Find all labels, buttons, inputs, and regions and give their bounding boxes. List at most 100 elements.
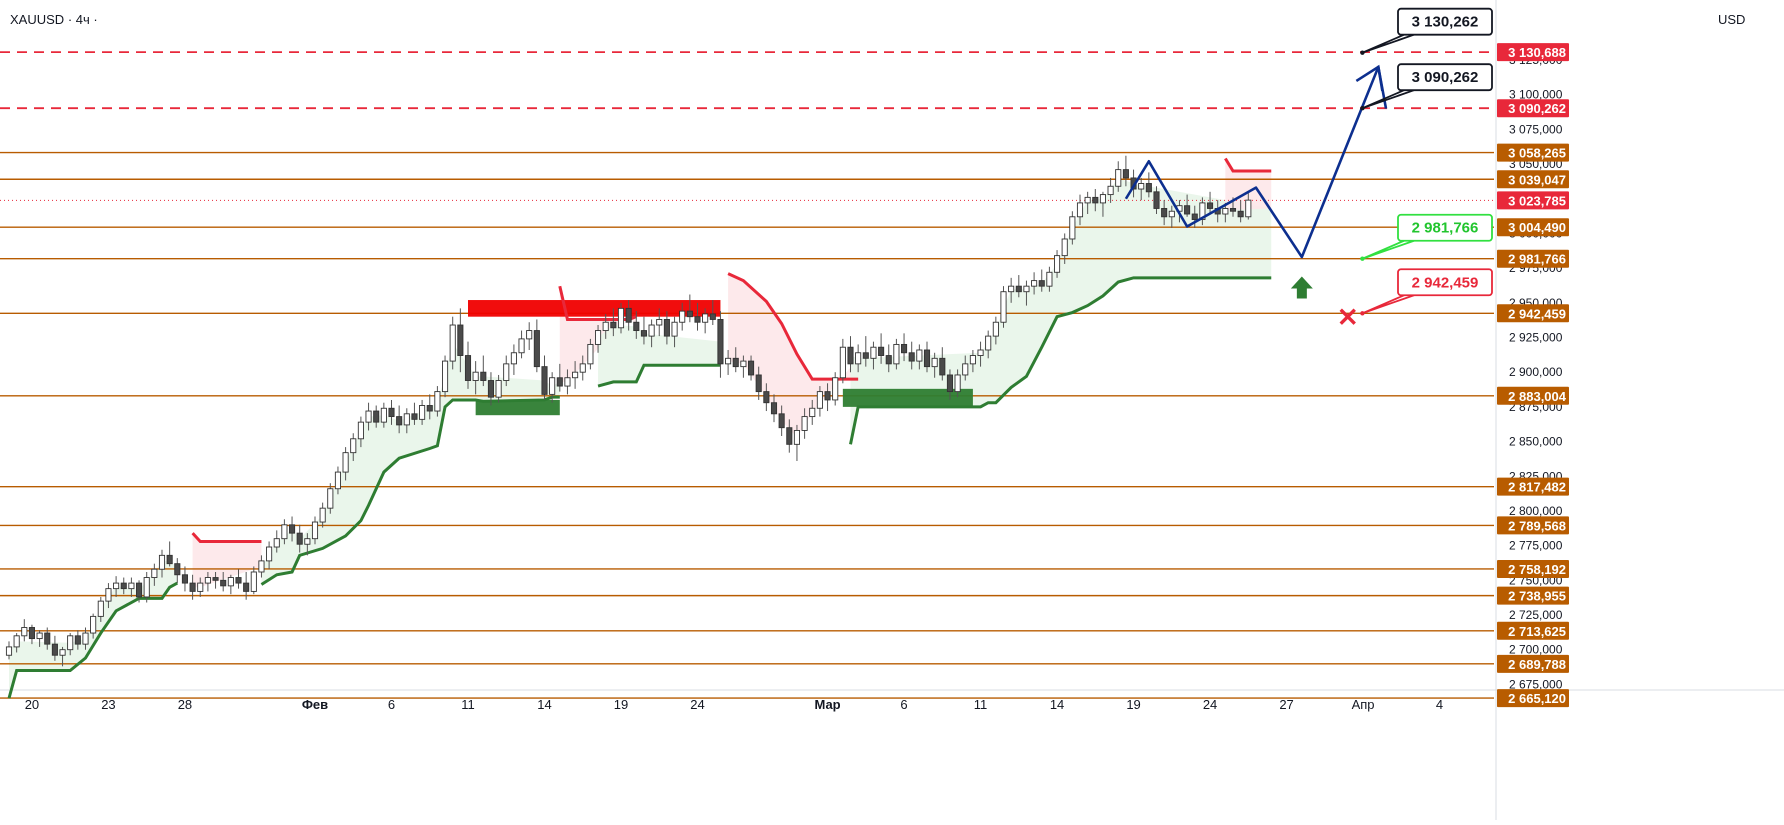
candle-9 xyxy=(74,630,81,650)
candle-body-117 xyxy=(901,343,908,354)
level-label-11: 2 689,788 xyxy=(1508,657,1566,672)
callout-box-0 xyxy=(1397,7,1493,36)
candle-1 xyxy=(13,633,20,653)
candle-49 xyxy=(380,402,387,428)
candle-body-126 xyxy=(969,355,976,365)
candle-54 xyxy=(419,399,426,425)
candle-body-30 xyxy=(235,577,242,584)
date-tick-14: 24 xyxy=(1203,697,1217,712)
candle-body-99 xyxy=(763,391,770,404)
candle-body-140 xyxy=(1076,202,1084,218)
candle-154 xyxy=(1184,194,1191,217)
candle-body-46 xyxy=(357,421,364,440)
candle-body-90 xyxy=(694,316,701,323)
supertrend-line-1 xyxy=(191,532,262,543)
candle-149 xyxy=(1145,172,1152,198)
timeframe-label[interactable]: 4ч xyxy=(75,12,90,27)
candle-40 xyxy=(311,516,319,545)
callout-3: 2 942,459 xyxy=(1360,268,1493,316)
candle-45 xyxy=(350,433,357,461)
level-label-2: 3 004,490 xyxy=(1508,220,1566,235)
currency-label[interactable]: USD xyxy=(1718,12,1746,27)
candle-137 xyxy=(1053,250,1061,278)
date-tick-5: 11 xyxy=(461,697,475,712)
candle-23 xyxy=(181,566,189,592)
candle-47 xyxy=(365,402,372,431)
candle-107 xyxy=(824,383,831,412)
level-label-10: 2 713,625 xyxy=(1508,624,1566,639)
candle-26 xyxy=(204,571,211,592)
candle-13 xyxy=(105,583,112,609)
candle-body-42 xyxy=(327,488,334,509)
candle-body-62 xyxy=(480,371,487,381)
candle-body-74 xyxy=(572,371,579,379)
candle-body-57 xyxy=(442,360,449,393)
candle-129 xyxy=(992,316,999,345)
candle-body-38 xyxy=(296,532,303,545)
callout-pointer-0 xyxy=(1362,33,1415,54)
candle-8 xyxy=(67,633,74,656)
candle-body-43 xyxy=(334,471,342,490)
candle-body-51 xyxy=(396,416,403,426)
level-label-8: 2 758,192 xyxy=(1508,562,1566,577)
supertrend-fill-5 xyxy=(728,273,859,438)
candle-115 xyxy=(885,344,892,373)
price-tick-1: 2 700,000 xyxy=(1509,643,1563,657)
supertrend-fill-1 xyxy=(192,533,262,588)
candle-109 xyxy=(839,338,846,384)
candle-25 xyxy=(197,577,204,597)
candle-15 xyxy=(120,577,127,595)
callout-box-2 xyxy=(1397,213,1493,242)
candle-body-65 xyxy=(503,363,510,381)
candle-111 xyxy=(855,344,862,373)
callout-dot-3 xyxy=(1360,311,1365,316)
candle-body-5 xyxy=(44,632,51,645)
price-tick-2: 2 725,000 xyxy=(1509,608,1563,622)
date-tick-3: Фев xyxy=(302,697,328,712)
level-label-0: 3 058,265 xyxy=(1508,146,1566,161)
candle-body-59 xyxy=(457,324,464,356)
candle-body-83 xyxy=(640,330,647,337)
callout-dot-0 xyxy=(1360,50,1365,55)
candle-85 xyxy=(656,308,663,337)
candle-128 xyxy=(985,330,992,359)
supertrend-fill-layer xyxy=(9,158,1272,699)
candle-body-50 xyxy=(388,407,395,418)
candle-body-156 xyxy=(1199,202,1206,221)
candle-141 xyxy=(1084,191,1091,215)
candle-body-56 xyxy=(434,391,441,412)
candle-100 xyxy=(770,394,778,423)
level-label-0-bg xyxy=(1497,143,1569,162)
callout-dot-2 xyxy=(1360,256,1365,261)
callout-1: 3 090,262 xyxy=(1360,63,1493,111)
candle-body-141 xyxy=(1084,196,1091,204)
candle-12 xyxy=(97,596,104,622)
candle-body-52 xyxy=(403,413,410,426)
level-label-2-bg xyxy=(1497,218,1569,237)
header-separator: · xyxy=(67,12,73,27)
candle-92 xyxy=(709,300,716,326)
candle-122 xyxy=(939,347,946,381)
candle-22 xyxy=(174,558,181,584)
level-label-6: 2 817,482 xyxy=(1508,480,1566,495)
candle-157 xyxy=(1206,191,1214,215)
candle-body-17 xyxy=(135,582,143,598)
candle-body-160 xyxy=(1229,208,1237,212)
candle-body-7 xyxy=(59,649,66,656)
candle-150 xyxy=(1153,186,1160,215)
candle-body-97 xyxy=(748,360,755,376)
price-tick-17: 3 100,000 xyxy=(1509,88,1563,102)
level-label-4: 2 942,459 xyxy=(1508,306,1566,321)
candle-148 xyxy=(1138,177,1145,201)
candle-30 xyxy=(235,569,242,589)
level-label-7-bg xyxy=(1497,516,1569,535)
candle-41 xyxy=(319,502,326,528)
candle-body-12 xyxy=(97,600,104,617)
symbol-header[interactable]: XAUUSD · 4ч · xyxy=(10,12,98,27)
candle-105 xyxy=(809,399,816,425)
candle-body-112 xyxy=(862,352,869,359)
candle-112 xyxy=(862,336,869,367)
